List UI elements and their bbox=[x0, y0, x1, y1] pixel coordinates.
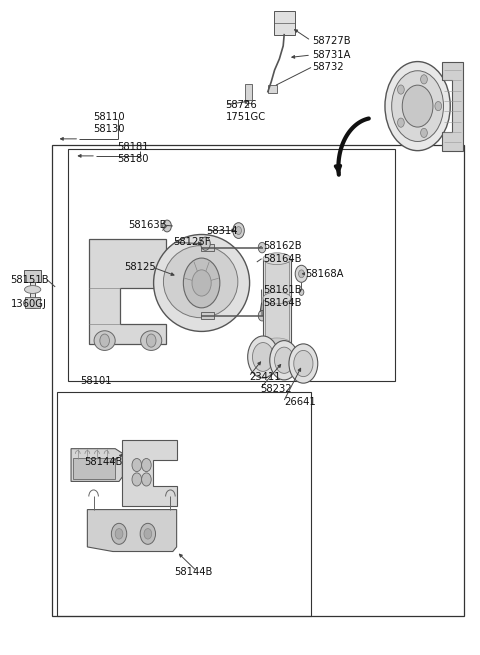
Text: 1360GJ: 1360GJ bbox=[11, 299, 47, 309]
Bar bbox=[265, 262, 289, 301]
Circle shape bbox=[111, 523, 127, 544]
Text: 58164B: 58164B bbox=[263, 253, 301, 264]
Bar bbox=[24, 270, 41, 282]
Text: 58727B: 58727B bbox=[312, 35, 350, 46]
Text: 58144B: 58144B bbox=[174, 567, 212, 578]
Ellipse shape bbox=[154, 234, 250, 331]
Circle shape bbox=[233, 223, 244, 238]
Circle shape bbox=[192, 270, 211, 296]
Circle shape bbox=[183, 258, 220, 308]
Bar bbox=[263, 298, 291, 344]
Circle shape bbox=[115, 529, 123, 539]
Text: 58125F: 58125F bbox=[173, 237, 210, 248]
Circle shape bbox=[275, 347, 294, 373]
Text: 58731A: 58731A bbox=[312, 50, 350, 60]
Text: 58314: 58314 bbox=[206, 225, 238, 236]
Text: 58101: 58101 bbox=[81, 376, 112, 386]
Circle shape bbox=[252, 343, 274, 371]
Text: 58180: 58180 bbox=[118, 154, 149, 164]
Bar bbox=[201, 244, 214, 251]
Bar bbox=[30, 271, 35, 308]
Polygon shape bbox=[442, 62, 463, 151]
Circle shape bbox=[397, 118, 404, 127]
Circle shape bbox=[299, 270, 304, 278]
Circle shape bbox=[420, 75, 427, 84]
Circle shape bbox=[146, 334, 156, 347]
Text: 58726: 58726 bbox=[226, 100, 257, 110]
Text: 23411: 23411 bbox=[250, 371, 281, 382]
Polygon shape bbox=[122, 440, 177, 506]
Ellipse shape bbox=[24, 286, 41, 293]
Circle shape bbox=[258, 310, 266, 321]
Bar bbox=[245, 84, 252, 100]
Ellipse shape bbox=[263, 292, 291, 304]
Text: 58163B: 58163B bbox=[129, 220, 167, 231]
Circle shape bbox=[299, 289, 304, 295]
Ellipse shape bbox=[141, 331, 162, 350]
Circle shape bbox=[248, 336, 278, 378]
Circle shape bbox=[132, 458, 142, 472]
Circle shape bbox=[140, 523, 156, 544]
Text: 58162B: 58162B bbox=[263, 241, 301, 252]
Text: 26641: 26641 bbox=[284, 397, 316, 407]
Text: 58181: 58181 bbox=[118, 142, 149, 153]
Circle shape bbox=[142, 473, 151, 486]
Bar bbox=[263, 259, 291, 305]
Text: 58168A: 58168A bbox=[305, 269, 343, 279]
Text: 58144B: 58144B bbox=[84, 457, 122, 467]
Bar bbox=[52, 145, 464, 616]
Circle shape bbox=[295, 265, 308, 282]
Polygon shape bbox=[87, 510, 177, 552]
Bar bbox=[73, 458, 115, 479]
Circle shape bbox=[420, 128, 427, 138]
Polygon shape bbox=[89, 239, 166, 344]
Circle shape bbox=[289, 344, 318, 383]
Bar bbox=[274, 11, 295, 35]
Circle shape bbox=[392, 71, 444, 141]
Circle shape bbox=[270, 341, 299, 380]
Text: 58164B: 58164B bbox=[263, 297, 301, 308]
Text: 58732: 58732 bbox=[312, 62, 344, 73]
Text: 58232: 58232 bbox=[261, 384, 292, 394]
Circle shape bbox=[163, 220, 171, 232]
Ellipse shape bbox=[163, 246, 238, 318]
Bar bbox=[68, 149, 395, 381]
Circle shape bbox=[397, 85, 404, 94]
Text: 58110: 58110 bbox=[94, 111, 125, 122]
Ellipse shape bbox=[263, 299, 291, 310]
Text: 58151B: 58151B bbox=[11, 274, 49, 285]
Bar bbox=[201, 312, 214, 319]
Bar bbox=[57, 392, 311, 616]
Ellipse shape bbox=[94, 331, 115, 350]
Text: 58130: 58130 bbox=[94, 124, 125, 134]
Circle shape bbox=[385, 62, 450, 151]
Text: 58125: 58125 bbox=[124, 262, 156, 272]
Circle shape bbox=[201, 237, 210, 250]
Circle shape bbox=[100, 334, 109, 347]
Ellipse shape bbox=[263, 253, 291, 265]
Text: 58161B: 58161B bbox=[263, 284, 301, 295]
Bar bbox=[25, 297, 40, 308]
Circle shape bbox=[402, 85, 433, 127]
Circle shape bbox=[236, 227, 241, 234]
Circle shape bbox=[144, 529, 152, 539]
Circle shape bbox=[132, 473, 142, 486]
Circle shape bbox=[258, 242, 266, 253]
Ellipse shape bbox=[263, 338, 291, 350]
Bar bbox=[268, 85, 277, 93]
Circle shape bbox=[142, 458, 151, 472]
Bar bbox=[265, 301, 289, 341]
Circle shape bbox=[294, 350, 313, 377]
Circle shape bbox=[435, 102, 442, 111]
Text: 1751GC: 1751GC bbox=[226, 111, 266, 122]
Polygon shape bbox=[71, 449, 122, 481]
